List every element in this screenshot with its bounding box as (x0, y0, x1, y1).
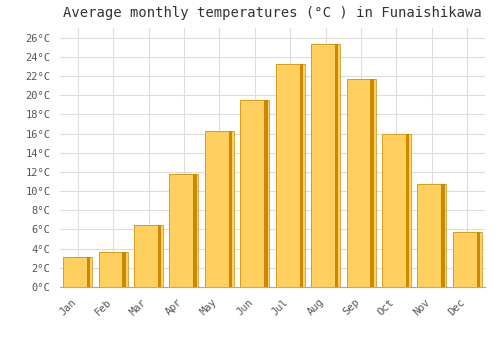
Bar (346, 79, 376, 287)
Bar (98, 252, 128, 287)
Bar (382, 133, 411, 287)
Bar (122, 252, 126, 287)
Bar (170, 174, 198, 287)
Bar (228, 131, 232, 287)
Bar (134, 225, 163, 287)
Bar (87, 257, 90, 287)
Bar (300, 64, 303, 287)
Bar (311, 44, 340, 287)
Bar (276, 64, 304, 287)
Bar (194, 174, 196, 287)
Bar (346, 79, 376, 287)
Bar (63, 257, 92, 287)
Bar (240, 100, 270, 287)
Bar (134, 225, 163, 287)
Bar (63, 257, 92, 287)
Bar (205, 131, 234, 287)
Bar (382, 133, 411, 287)
Bar (276, 64, 304, 287)
Bar (240, 100, 270, 287)
Bar (158, 225, 162, 287)
Bar (264, 100, 268, 287)
Bar (406, 133, 409, 287)
Bar (335, 44, 338, 287)
Bar (370, 79, 374, 287)
Bar (476, 232, 480, 287)
Bar (170, 174, 198, 287)
Bar (453, 232, 482, 287)
Title: Average monthly temperatures (°C ) in Funaishikawa: Average monthly temperatures (°C ) in Fu… (63, 6, 482, 20)
Bar (453, 232, 482, 287)
Bar (418, 184, 446, 287)
Bar (98, 252, 128, 287)
Bar (311, 44, 340, 287)
Bar (418, 184, 446, 287)
Bar (441, 184, 444, 287)
Bar (205, 131, 234, 287)
